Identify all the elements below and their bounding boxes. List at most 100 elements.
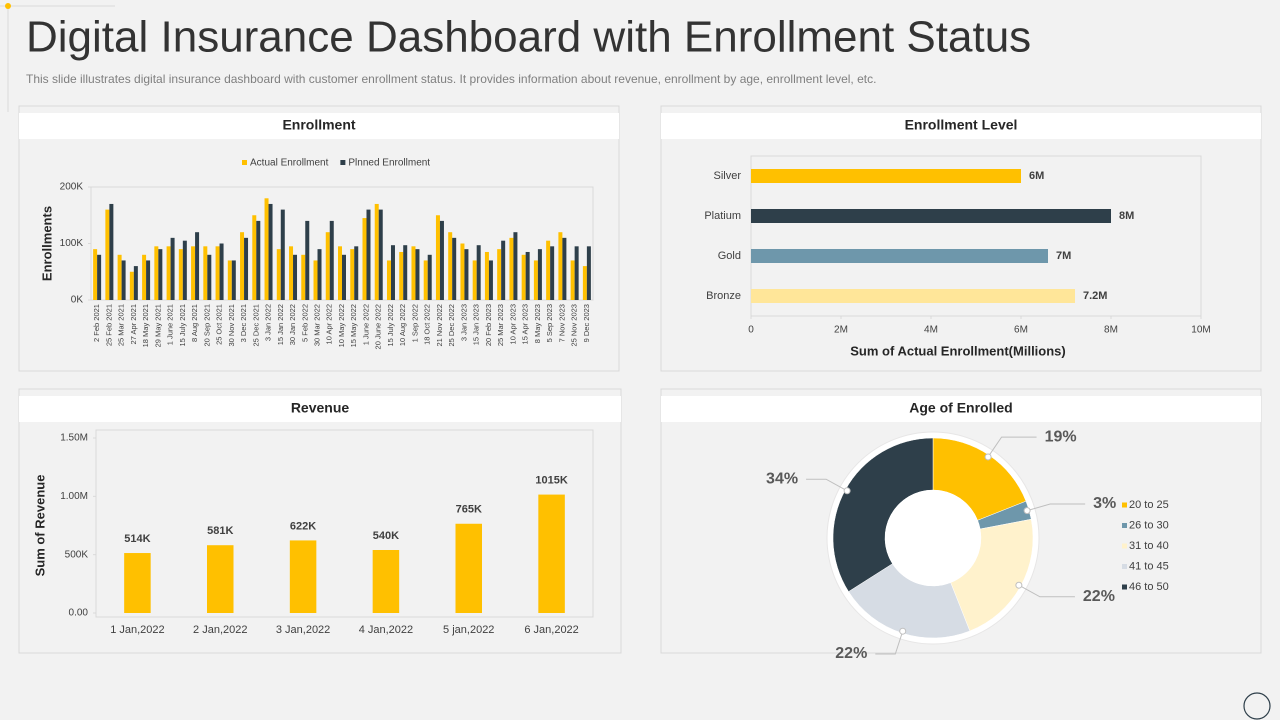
- x-tick-label: 2M: [834, 325, 848, 336]
- bar: [411, 246, 416, 300]
- x-tick-label: 3 Jan 2022: [264, 304, 273, 341]
- panel-title: Revenue: [291, 400, 350, 416]
- x-tick-label: 5 jan,2022: [443, 624, 494, 636]
- x-tick-label: 1 Jan,2022: [110, 624, 164, 636]
- leader-dot: [1015, 581, 1023, 589]
- panel-header: [661, 113, 1261, 139]
- bar: [455, 523, 483, 613]
- y-axis-label: Sum of Revenue: [32, 475, 47, 577]
- x-tick-label: 18 May 2021: [141, 304, 150, 347]
- x-tick-label: 5 Feb 2022: [300, 304, 309, 342]
- bar: [154, 246, 159, 300]
- leader-dot: [899, 627, 907, 635]
- data-label: 34%: [766, 470, 798, 487]
- bar: [227, 260, 232, 300]
- bar: [305, 220, 310, 300]
- nav-circle: [1243, 692, 1271, 720]
- plot-area: [750, 155, 1202, 317]
- bar: [109, 203, 114, 300]
- bar: [350, 249, 355, 300]
- x-tick-label: 15 May 2022: [349, 304, 358, 347]
- x-tick-label: 15 July 2022: [386, 304, 395, 347]
- bar: [751, 169, 1021, 183]
- legend-swatch: [1122, 564, 1127, 569]
- y-tick-label: 500K: [65, 549, 89, 560]
- bar: [538, 494, 565, 613]
- x-tick-label: 15 Jan 2023: [472, 304, 481, 345]
- bar: [586, 246, 591, 300]
- legend-label: 31 to 40: [1129, 540, 1169, 552]
- bar: [293, 254, 298, 300]
- x-tick-label: 25 Oct 2021: [215, 304, 224, 345]
- x-tick-label: 25 Feb 2021: [104, 304, 113, 346]
- bar: [460, 243, 465, 300]
- bar: [570, 260, 575, 300]
- bar: [133, 266, 138, 300]
- panel-header: [661, 396, 1261, 422]
- y-tick-label: 1.00M: [60, 491, 88, 502]
- bar: [751, 289, 1075, 303]
- data-label: 22%: [835, 645, 867, 662]
- x-tick-label: 8M: [1104, 325, 1118, 336]
- panel: [660, 105, 1262, 372]
- bar: [439, 220, 444, 300]
- x-tick-label: 18 Oct 2022: [423, 304, 432, 345]
- legend-label: 26 to 30: [1129, 519, 1169, 531]
- bar: [329, 220, 334, 300]
- bar: [182, 240, 187, 300]
- bar: [146, 260, 151, 300]
- x-tick-label: 1 June 2022: [361, 304, 370, 345]
- x-tick-label: 2 Jan,2022: [193, 624, 247, 636]
- bar: [191, 246, 196, 300]
- bar: [117, 254, 122, 300]
- bar: [256, 220, 261, 300]
- x-tick-label: 9 Dec 2023: [582, 304, 591, 342]
- bar: [472, 260, 477, 300]
- bar: [206, 545, 234, 613]
- x-axis-label: Sum of Actual Enrollment(Millions): [850, 343, 1065, 358]
- data-label: 7.2M: [1083, 290, 1107, 302]
- bar: [317, 249, 322, 300]
- bar: [521, 254, 526, 300]
- legend-swatch: [1122, 584, 1127, 590]
- x-tick-label: 10 May 2022: [337, 304, 346, 347]
- legend-swatch: [1122, 523, 1127, 528]
- bar: [289, 540, 317, 613]
- x-tick-label: 3 Jan 2023: [459, 304, 468, 341]
- bar: [399, 251, 404, 300]
- x-tick-label: 8 May 2023: [533, 304, 542, 343]
- bar: [124, 553, 151, 613]
- x-tick-label: 29 May 2021: [153, 304, 162, 347]
- y-tick-label: Gold: [718, 250, 741, 262]
- bar: [423, 260, 428, 300]
- data-label: 7M: [1056, 250, 1071, 262]
- leader-line: [806, 478, 848, 492]
- x-tick-label: 15 Apr 2023: [521, 304, 530, 344]
- legend-label: 46 to 50: [1129, 581, 1169, 593]
- leader-line: [987, 436, 1037, 458]
- bar: [215, 246, 220, 300]
- bar: [280, 209, 285, 300]
- bar: [342, 254, 346, 300]
- bar: [264, 198, 269, 300]
- bar: [452, 237, 457, 300]
- bar: [574, 246, 579, 300]
- bar: [484, 251, 489, 300]
- bar: [378, 209, 383, 300]
- bar: [301, 254, 306, 300]
- bar: [550, 246, 555, 300]
- y-tick-label: 100K: [60, 238, 84, 249]
- accent-dot: [5, 3, 11, 9]
- x-tick-label: 10 Aug 2022: [398, 304, 407, 346]
- panel-title: Enrollment: [282, 117, 355, 133]
- bar: [170, 237, 175, 300]
- bar: [558, 232, 563, 300]
- bar: [158, 249, 163, 300]
- data-label: 19%: [1045, 428, 1077, 445]
- legend-label: 20 to 25: [1129, 499, 1169, 511]
- bar: [313, 260, 318, 300]
- x-tick-label: 4M: [924, 325, 938, 336]
- leader-line: [875, 631, 904, 655]
- bar: [427, 254, 432, 300]
- bar: [244, 237, 249, 300]
